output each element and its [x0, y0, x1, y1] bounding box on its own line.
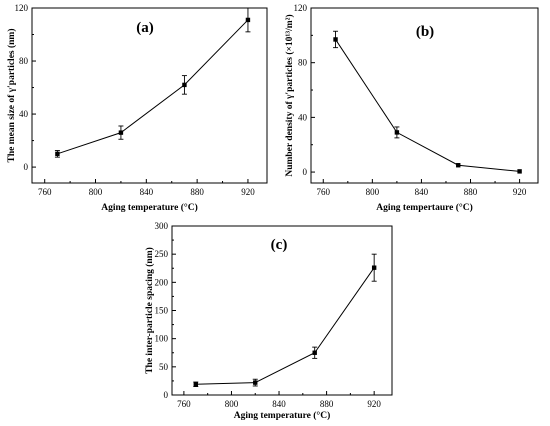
panel-1-x-tick-label: 800: [89, 187, 103, 197]
panel-3-panel-label: (c): [271, 237, 288, 253]
panel-1: 760 800 840 880 920 0 40 80 120 Aging temperature…: [6, 3, 268, 213]
panel-2-y-tick-label: 80: [298, 58, 308, 68]
panel-1-x-tick-label: 840: [140, 187, 154, 197]
panel-3-y-tick-label: 150: [155, 306, 169, 316]
panel-1-data-point: [118, 130, 124, 135]
panel-2-y-axis-title: Number density of γ′particles (×10¹³/m²): [284, 14, 295, 176]
panel-3-data-point: [371, 265, 377, 270]
panel-3-x-tick-label: 760: [177, 399, 191, 409]
panel-3-y-tick-label: 0: [164, 390, 169, 400]
panel-2-data-point: [517, 169, 522, 174]
panel-2-x-tick-label: 800: [366, 187, 380, 197]
panel-1-x-tick-label: 880: [190, 187, 204, 197]
panel-1-y-tick-label: 40: [19, 109, 29, 119]
panel-1-data-point: [245, 17, 251, 23]
panel-3-data-point: [193, 382, 198, 387]
panel-2-y-tick-label: 0: [303, 167, 308, 177]
panel-3-x-tick-label: 800: [225, 399, 239, 409]
panel-1-y-tick-label: 0: [24, 162, 29, 172]
panel-1-y-tick-label: 80: [19, 56, 29, 66]
panel-2-series-line: [335, 39, 520, 172]
panel-2-y-tick-label: 120: [294, 3, 308, 13]
panel-2-data-point: [456, 163, 461, 168]
panel-3-x-tick-label: 880: [320, 399, 334, 409]
panel-3-y-tick-label: 50: [159, 362, 169, 372]
panel-1-data-point: [55, 151, 60, 157]
panel-2-x-tick-label: 920: [513, 187, 527, 197]
panel-2-x-tick-label: 760: [317, 187, 331, 197]
panel-3-y-tick-label: 100: [155, 334, 169, 344]
panel-3-series-line: [195, 267, 375, 385]
panel-1-data-point: [182, 82, 187, 88]
panel-2-x-axis-title: Aging tempertaure (°C): [376, 202, 473, 213]
panel-3-x-tick-label: 920: [367, 399, 381, 409]
panel-1-x-tick-label: 920: [241, 187, 255, 197]
panel-1-x-axis-title: Aging temperature (°C): [101, 202, 198, 213]
panel-2: 760 800 840 880 920 0 40 80 120 Aging tempertaure…: [284, 3, 539, 213]
panel-3-y-axis-title: The inter-particle spacing (nm): [144, 247, 155, 374]
panel-2-y-tick-label: 40: [298, 112, 308, 122]
panel-1-panel-label: (a): [136, 20, 154, 36]
panel-1-series-line: [57, 19, 249, 155]
panel-3: 760 800 840 880 920 0 50 100 150 200 250 300 Aging t…: [144, 221, 393, 421]
panel-2-data-point: [333, 37, 338, 42]
panel-1-y-tick-label: 120: [15, 3, 29, 13]
panel-2-plot-frame: [310, 7, 539, 184]
panel-1-plot-frame: [31, 7, 268, 184]
panel-3-x-tick-label: 840: [272, 399, 286, 409]
panel-3-y-tick-label: 200: [155, 277, 169, 287]
panel-3-y-tick-label: 300: [155, 221, 169, 231]
panel-2-data-point: [394, 130, 400, 135]
panel-3-data-point: [312, 350, 317, 355]
panel-1-x-tick-label: 760: [38, 187, 52, 197]
panel-2-x-tick-label: 880: [464, 187, 478, 197]
panel-3-data-point: [253, 380, 258, 385]
panel-1-y-axis-title: The mean size of γ′particles (nm): [6, 28, 17, 162]
panel-2-x-tick-label: 840: [415, 187, 429, 197]
panel-3-y-tick-label: 250: [155, 249, 169, 259]
panel-3-x-axis-title: Aging temperature (°C): [234, 410, 331, 421]
panel-2-panel-label: (b): [416, 24, 434, 40]
